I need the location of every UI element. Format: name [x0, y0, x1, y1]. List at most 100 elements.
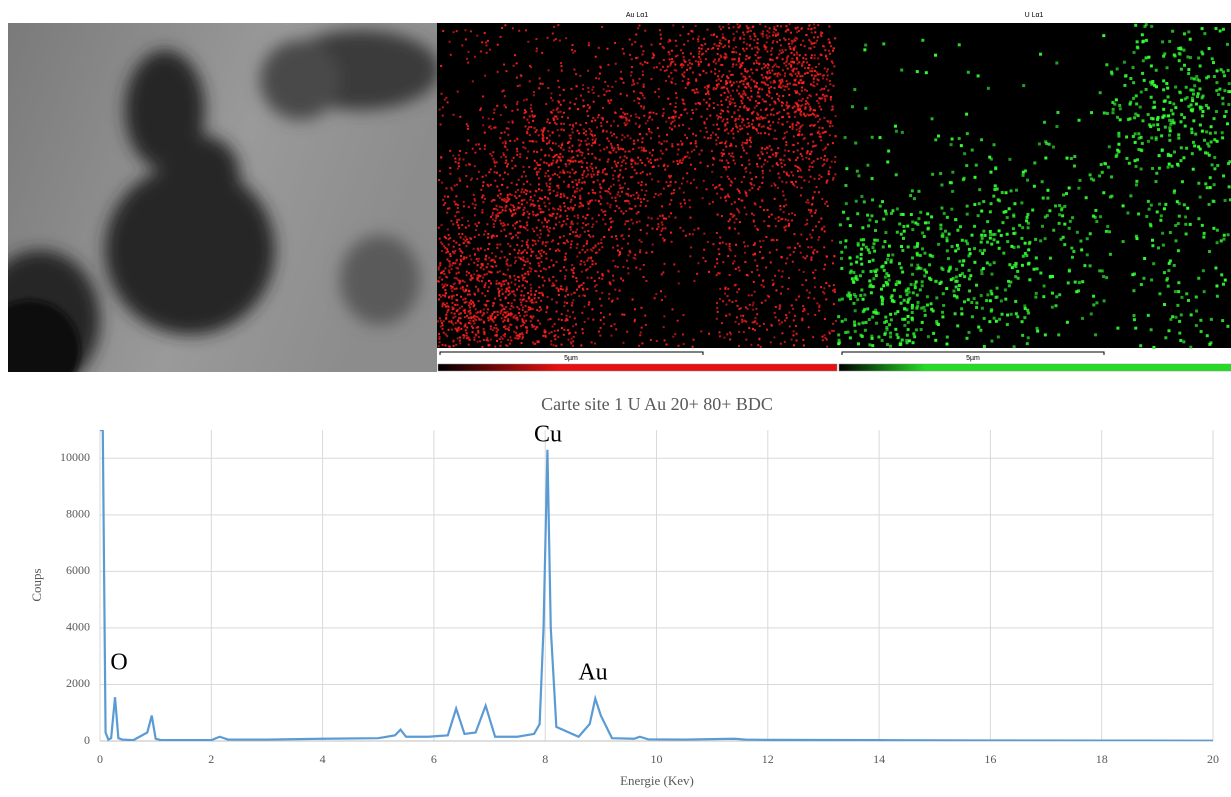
map-pixel — [721, 33, 724, 36]
map-pixel — [733, 227, 736, 230]
map-pixel — [498, 293, 501, 296]
map-pixel — [570, 128, 573, 131]
map-pixel — [1174, 315, 1178, 319]
map-pixel — [817, 220, 820, 223]
map-pixel — [718, 272, 721, 275]
map-pixel — [441, 303, 444, 306]
map-pixel — [782, 84, 785, 87]
map-pixel — [657, 180, 660, 183]
map-pixel — [812, 77, 815, 80]
map-pixel — [672, 117, 675, 120]
map-pixel — [828, 49, 831, 52]
map-pixel — [1215, 294, 1219, 298]
map-pixel — [764, 76, 767, 79]
map-pixel — [444, 267, 447, 270]
map-pixel — [530, 287, 533, 290]
map-pixel — [964, 239, 968, 243]
map-pixel — [444, 344, 447, 347]
map-pixel — [794, 72, 797, 75]
map-pixel — [624, 124, 627, 127]
map-pixel — [494, 310, 497, 313]
map-pixel — [605, 146, 608, 149]
map-pixel — [743, 124, 746, 127]
map-pixel — [951, 170, 955, 174]
map-pixel — [926, 335, 930, 339]
map-pixel — [663, 140, 666, 143]
map-pixel — [751, 72, 754, 75]
map-pixel — [1006, 240, 1010, 244]
map-pixel — [1099, 163, 1103, 167]
map-pixel — [1157, 246, 1161, 250]
map-pixel — [457, 267, 460, 270]
map-pixel — [773, 79, 776, 82]
map-pixel — [628, 150, 631, 153]
map-pixel — [557, 318, 560, 321]
map-pixel — [475, 225, 478, 228]
map-pixel — [467, 316, 470, 319]
map-pixel — [559, 205, 562, 208]
map-pixel — [507, 318, 510, 321]
map-pixel — [622, 115, 625, 118]
map-pixel — [591, 188, 594, 191]
map-pixel — [499, 192, 502, 195]
map-pixel — [525, 175, 528, 178]
map-pixel — [952, 294, 956, 298]
map-pixel — [960, 312, 964, 316]
map-pixel — [575, 97, 578, 100]
map-pixel — [745, 24, 748, 27]
map-pixel — [715, 231, 718, 234]
map-pixel — [756, 264, 759, 267]
map-pixel — [834, 173, 837, 176]
map-pixel — [825, 180, 828, 183]
map-pixel — [682, 229, 685, 232]
map-pixel — [608, 102, 611, 105]
map-pixel — [914, 221, 918, 225]
map-pixel — [663, 238, 666, 241]
map-pixel — [495, 161, 498, 164]
map-pixel — [718, 159, 721, 162]
map-pixel — [514, 259, 517, 262]
map-pixel — [500, 131, 503, 134]
map-pixel — [614, 196, 617, 199]
map-pixel — [744, 58, 747, 61]
map-pixel — [447, 233, 450, 236]
map-pixel — [940, 183, 944, 187]
map-pixel — [524, 188, 527, 191]
map-pixel — [793, 344, 796, 347]
map-pixel — [721, 36, 724, 39]
map-pixel — [793, 184, 796, 187]
map-pixel — [528, 80, 531, 83]
map-pixel — [489, 318, 492, 321]
map-pixel — [780, 218, 783, 221]
map-pixel — [535, 290, 538, 293]
map-pixel — [810, 56, 813, 59]
map-pixel — [531, 199, 534, 202]
map-pixel — [451, 306, 454, 309]
map-pixel — [544, 334, 547, 337]
map-pixel — [738, 26, 741, 29]
map-pixel — [756, 112, 759, 115]
map-pixel — [756, 42, 759, 45]
map-pixel — [659, 33, 662, 36]
map-pixel — [610, 235, 613, 238]
map-pixel — [507, 282, 510, 285]
map-pixel — [458, 321, 461, 324]
map-pixel — [533, 230, 536, 233]
map-pixel — [773, 27, 776, 30]
map-pixel — [808, 94, 811, 97]
map-pixel — [736, 89, 739, 92]
map-pixel — [569, 101, 572, 104]
map-pixel — [769, 76, 772, 79]
map-pixel — [1168, 126, 1172, 130]
map-pixel — [576, 214, 579, 217]
map-pixel — [1002, 251, 1006, 255]
map-pixel — [646, 224, 649, 227]
map-pixel — [1139, 344, 1143, 348]
map-pixel — [560, 128, 563, 131]
map-pixel — [708, 202, 711, 205]
map-pixel — [514, 294, 517, 297]
map-pixel — [570, 337, 573, 340]
map-pixel — [576, 243, 579, 246]
map-pixel — [574, 291, 577, 294]
map-pixel — [516, 84, 519, 87]
